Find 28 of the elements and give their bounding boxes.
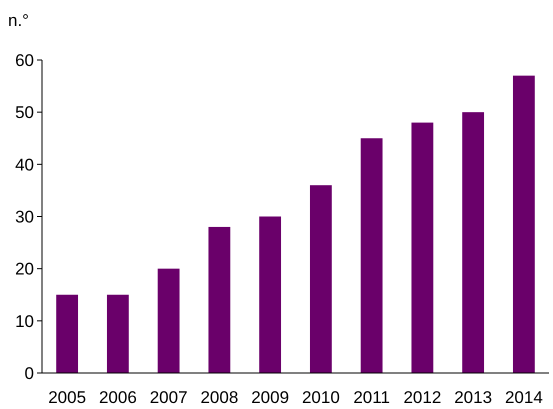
bar	[259, 216, 282, 373]
y-tick-label: 10	[15, 312, 34, 331]
x-tick-label: 2009	[251, 388, 290, 407]
y-tick-label: 30	[15, 207, 34, 226]
y-tick-label: 40	[15, 155, 34, 174]
bar	[208, 226, 230, 373]
x-tick-label: 2005	[48, 388, 86, 407]
x-tick-label: 2013	[454, 388, 492, 407]
bar	[462, 112, 484, 373]
y-tick-label: 20	[15, 260, 34, 279]
bar	[56, 294, 78, 373]
x-tick-label: 2007	[150, 388, 188, 407]
x-tick-label: 2014	[504, 388, 543, 407]
bar	[411, 122, 434, 373]
y-tick-label: 0	[24, 364, 34, 383]
x-tick-label: 2010	[302, 388, 340, 407]
x-tick-label: 2011	[353, 388, 390, 407]
bar	[512, 76, 535, 373]
bar	[360, 138, 383, 373]
y-axis-title: n.°	[8, 11, 29, 30]
y-tick-label: 60	[15, 50, 34, 70]
y-tick-label: 50	[15, 103, 34, 122]
bar	[310, 185, 332, 373]
x-tick-label: 2006	[98, 388, 137, 407]
x-tick-label: 2008	[200, 388, 238, 407]
bar	[106, 294, 129, 373]
x-tick-label: 2012	[403, 388, 442, 407]
bar	[158, 268, 180, 373]
